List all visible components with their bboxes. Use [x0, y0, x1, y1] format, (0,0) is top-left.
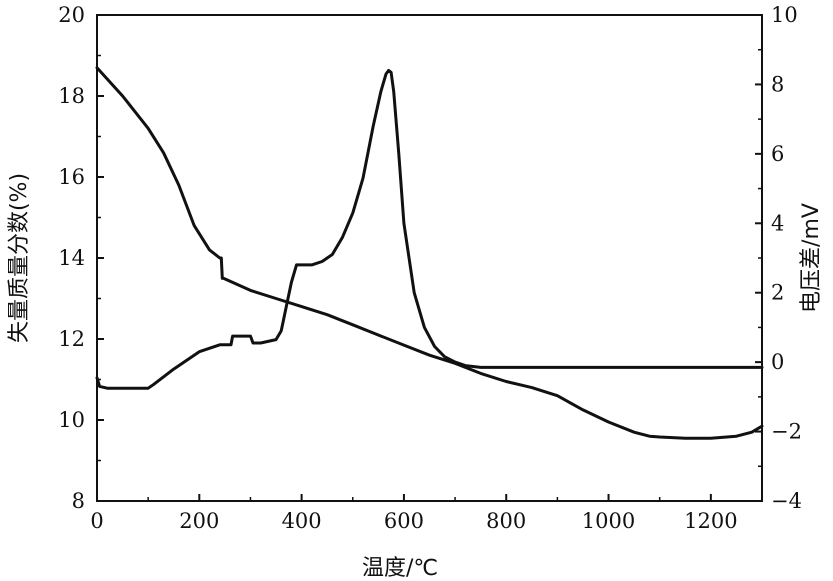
left-tick-label: 20	[58, 3, 85, 27]
x-tick-label: 600	[384, 509, 424, 533]
mass-loss-line	[95, 66, 764, 440]
right-tick-label: 2	[771, 281, 784, 305]
left-tick-label: 14	[58, 246, 85, 270]
left-tick-label: 10	[58, 408, 85, 432]
series-layer	[95, 66, 764, 440]
right-tick-label: −2	[771, 420, 802, 444]
right-tick-label: 10	[771, 3, 798, 27]
x-tick-label: 800	[486, 509, 526, 533]
plot-frame	[96, 14, 763, 502]
x-axis-ticks: 0 200 400 600 800 1000 1200	[90, 494, 738, 533]
voltage-difference-line	[95, 69, 764, 390]
left-axis-title: 失量质量分数(%)	[7, 173, 32, 343]
right-axis-ticks: −4 −2 0 2 4 6 8 10	[755, 3, 802, 513]
right-tick-label: −4	[771, 489, 802, 513]
x-tick-label: 0	[90, 509, 103, 533]
x-tick-label: 400	[282, 509, 322, 533]
left-tick-label: 16	[58, 165, 85, 189]
x-axis-title: 温度/℃	[362, 556, 438, 581]
x-tick-label: 1000	[582, 509, 635, 533]
right-tick-label: 4	[771, 211, 784, 235]
left-tick-label: 18	[58, 84, 85, 108]
right-tick-label: 0	[771, 350, 784, 374]
right-tick-label: 8	[771, 72, 784, 96]
left-tick-label: 12	[58, 327, 85, 351]
x-tick-label: 1200	[684, 509, 737, 533]
right-axis-title: 电压差/mV	[799, 203, 824, 313]
left-tick-label: 8	[72, 489, 85, 513]
x-tick-label: 200	[179, 509, 219, 533]
left-axis-ticks: 8 10 12 14 16 18 20	[58, 3, 104, 513]
right-tick-label: 6	[771, 142, 784, 166]
